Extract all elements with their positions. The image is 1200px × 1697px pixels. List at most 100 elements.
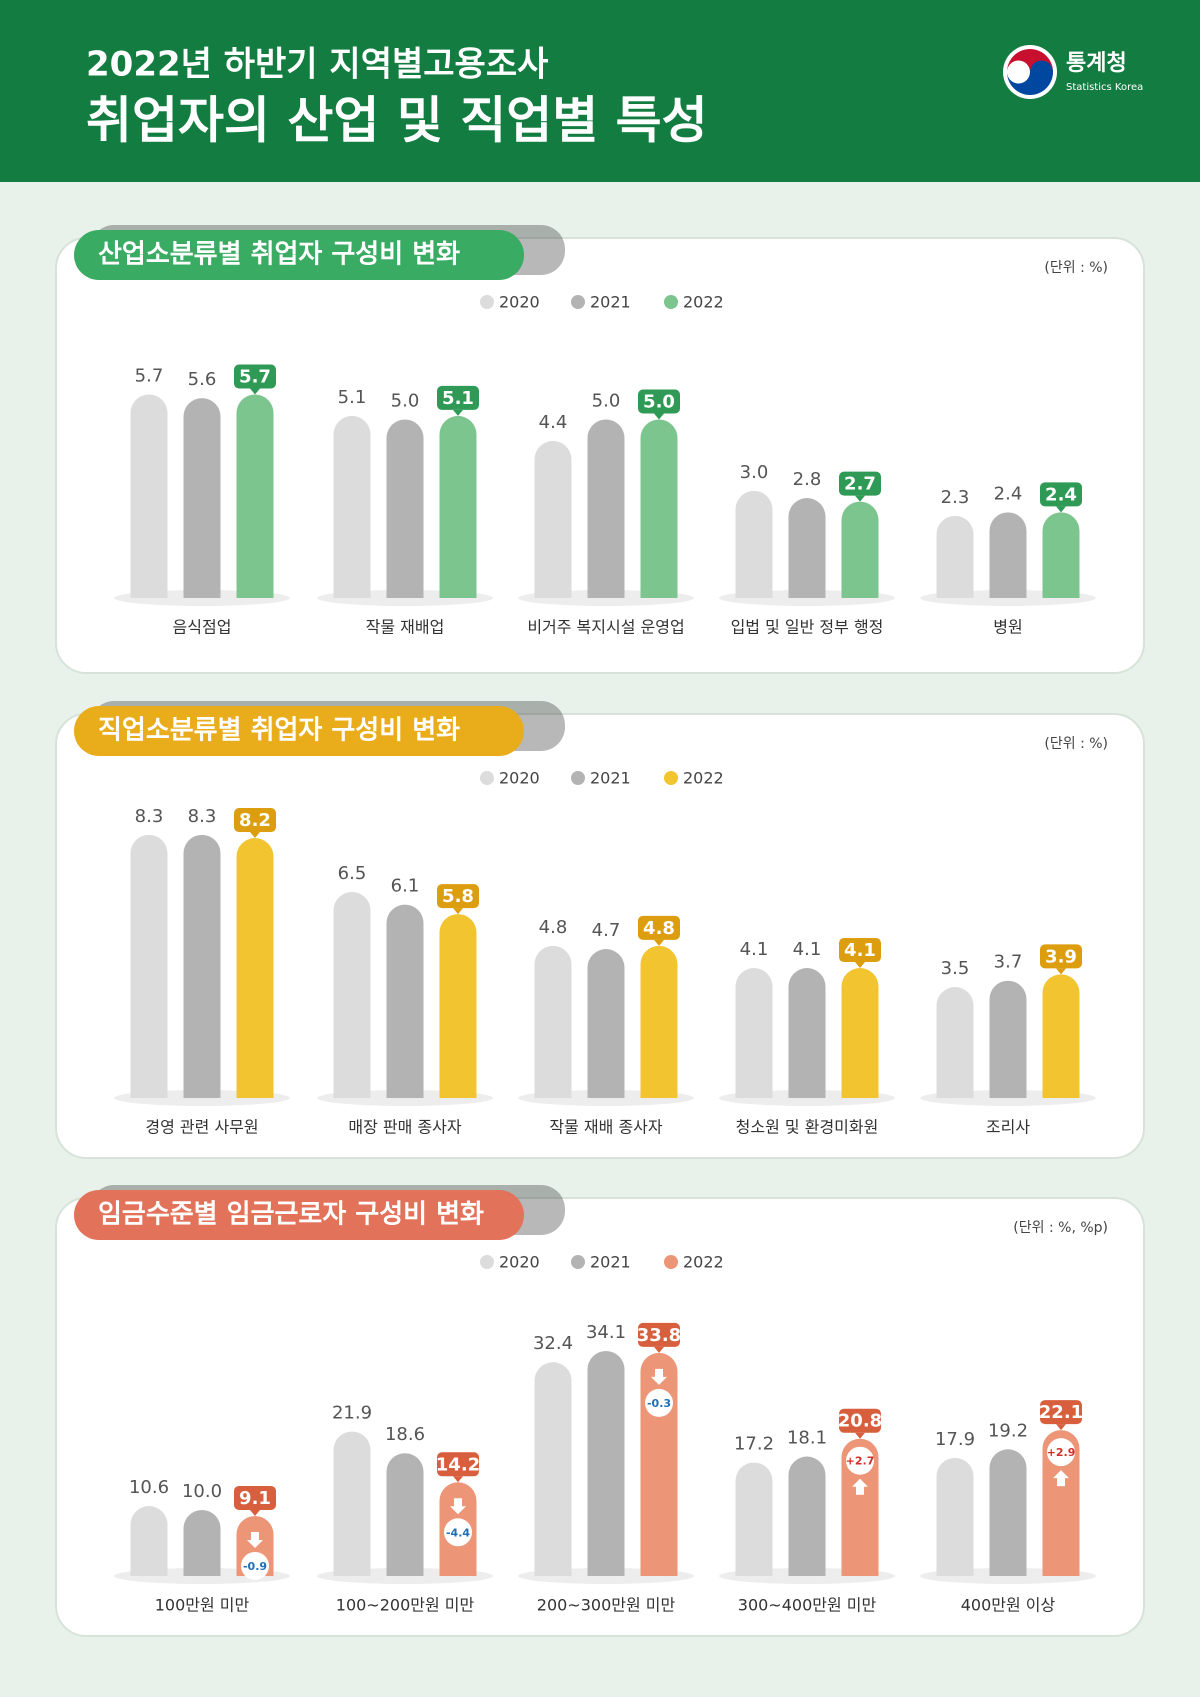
value-badge-pointer [453,409,463,416]
value-badge-pointer [250,1509,260,1516]
value-badge-pointer [855,962,865,969]
value-badge [839,1408,881,1433]
bar [439,914,477,1098]
title-tab [74,230,524,280]
value-label: 4.4 [539,412,568,433]
value-badge-pointer [855,495,865,502]
change-arrow [852,1478,868,1495]
panel-title: 직업소분류별 취업자 구성비 변화 [98,716,460,746]
value-label: 4.1 [740,939,769,960]
value-badge-pointer [453,1476,463,1483]
logo-text: 통계청 [1066,51,1127,76]
value-label: 2.7 [844,474,876,495]
value-label: 2.4 [994,483,1023,504]
panel-title: 산업소분류별 취업자 구성비 변화 [98,240,460,270]
bar [183,1510,221,1576]
bar [534,1362,572,1576]
legend-label: 2020 [499,1253,540,1272]
legend-marker [571,1255,585,1269]
bar [534,440,572,598]
value-label: 3.0 [740,462,769,483]
bar [788,968,826,1098]
legend-label: 2021 [590,293,631,312]
bar [640,419,678,598]
change-label: -4.4 [446,1526,470,1539]
bar [587,1350,625,1576]
value-label: 14.2 [436,1454,480,1475]
bar [183,398,221,598]
value-label: 4.1 [793,939,822,960]
bar [1042,512,1080,598]
bar [1042,974,1080,1098]
value-label: 34.1 [586,1322,626,1343]
bar [333,415,371,598]
value-badge-pointer [654,939,664,946]
category-label: 음식점업 [173,618,232,637]
change-arrow [651,1368,667,1385]
category-label: 청소원 및 환경미화원 [736,1118,879,1137]
value-label: 5.7 [239,367,271,388]
change-label: +2.9 [1047,1446,1076,1459]
panel-title: 임금수준별 임금근로자 구성비 변화 [98,1200,484,1230]
bar [788,498,826,598]
value-label: 4.7 [592,920,621,941]
logo-blue [1007,60,1053,95]
bar [1042,1430,1080,1576]
value-label: 19.2 [988,1420,1028,1441]
bar [788,1456,826,1576]
value-label: 18.1 [787,1428,827,1449]
bar [236,394,274,598]
category-label: 400만원 이상 [961,1596,1056,1615]
value-badge [234,808,276,833]
bar [936,987,974,1098]
value-label: 6.5 [338,863,367,884]
category-label: 100만원 미만 [155,1596,250,1615]
header-title: 2022년 하반기 지역별고용조사 [86,45,548,85]
value-badge [437,1452,479,1477]
bar [130,834,168,1098]
title-tab [74,706,524,756]
header-band [0,0,1200,182]
value-badge [234,1485,276,1510]
value-label: 20.8 [838,1411,882,1432]
category-label: 병원 [993,618,1022,637]
legend-marker [664,295,678,309]
legend-label: 2020 [499,769,540,788]
value-label: 18.6 [385,1424,425,1445]
bar [640,1352,678,1576]
value-badge [1040,1400,1082,1425]
bar [183,834,221,1098]
bar [841,501,879,598]
value-label: 2.4 [1045,484,1077,505]
bar [936,1457,974,1576]
bar [236,838,274,1098]
value-label: 10.6 [129,1477,169,1498]
value-label: 5.6 [188,369,217,390]
bar [989,512,1027,598]
value-label: 4.8 [539,917,568,938]
category-label: 매장 판매 종사자 [348,1118,461,1137]
value-label: 2.8 [793,469,822,490]
change-label: +2.7 [846,1455,875,1468]
legend-label: 2022 [683,1253,724,1272]
bar [735,490,773,598]
value-badge [437,884,479,909]
bar [333,1431,371,1576]
bar [386,1453,424,1576]
bar [841,1438,879,1576]
value-badge-pointer [250,388,260,395]
category-label: 200~300만원 미만 [537,1596,676,1615]
bar [989,1449,1027,1576]
bar [130,1506,168,1576]
category-label: 비거주 복지시설 운영업 [527,618,684,637]
value-label: 9.1 [239,1488,271,1509]
value-label: 32.4 [533,1333,573,1354]
value-label: 4.1 [844,940,876,961]
category-label: 경영 관련 사무원 [145,1118,258,1137]
legend-marker [664,1255,678,1269]
value-label: 3.9 [1045,946,1077,967]
value-label: 21.9 [332,1402,372,1423]
value-label: 33.8 [637,1325,681,1346]
bar [534,945,572,1098]
value-badge-pointer [1056,1424,1066,1431]
